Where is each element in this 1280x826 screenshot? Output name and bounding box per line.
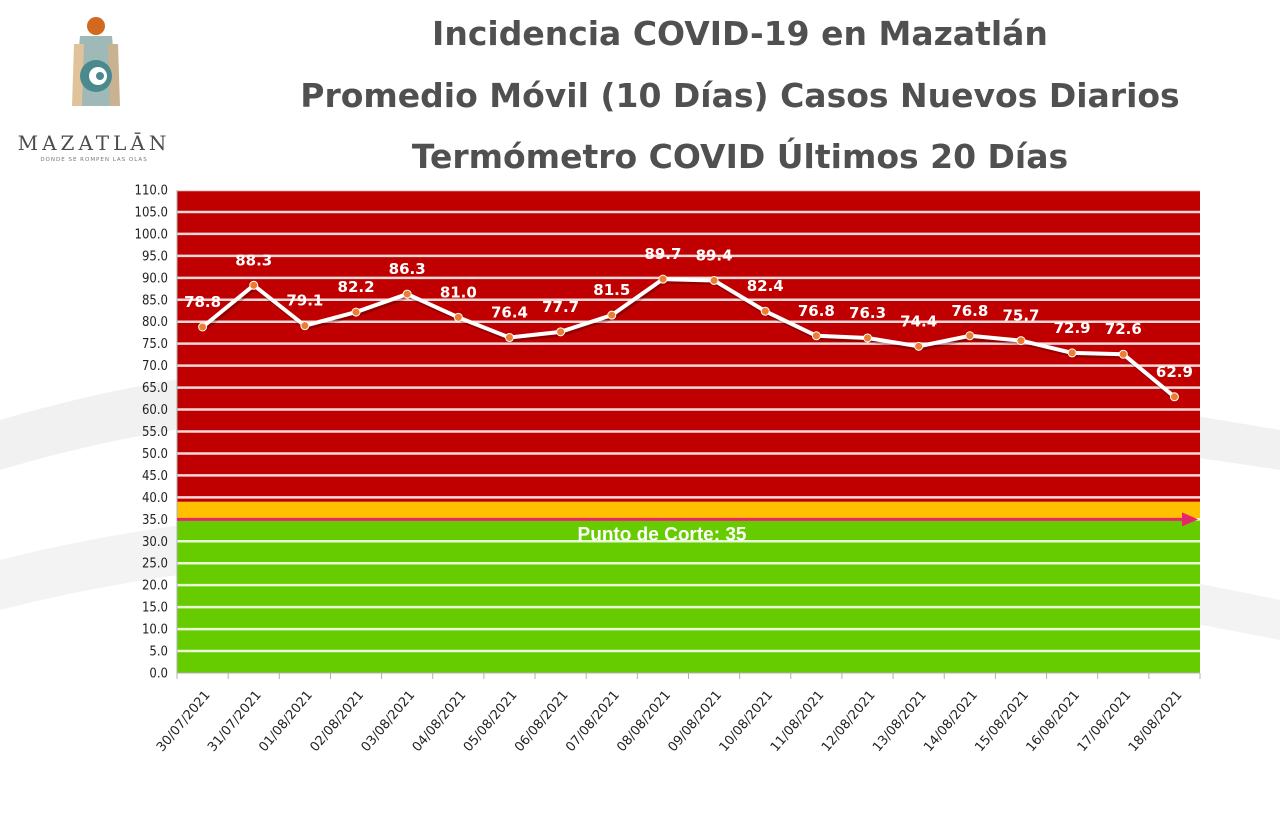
x-tick-label: 18/08/2021 [1126, 688, 1186, 755]
data-point [300, 321, 310, 331]
y-tick-label: 25.0 [142, 557, 168, 572]
zone-band-1 [177, 501, 1200, 520]
cutoff-arrow-icon [1182, 512, 1198, 527]
data-label: 72.6 [1105, 320, 1142, 338]
data-point [607, 310, 617, 320]
data-point [658, 274, 668, 284]
data-label: 76.4 [491, 304, 528, 322]
data-label: 81.0 [440, 283, 477, 301]
y-tick-label: 45.0 [142, 469, 168, 484]
data-point [1016, 336, 1026, 346]
data-point [1118, 349, 1128, 359]
y-tick-label: 0.0 [149, 667, 168, 682]
data-label: 86.3 [389, 260, 426, 278]
data-label: 82.4 [747, 277, 784, 295]
data-point [198, 322, 208, 332]
data-label: 72.9 [1054, 319, 1091, 337]
mazatlan-logo: MAZATLĀN DONDE SE ROMPEN LAS OLAS [14, 14, 174, 174]
chart-subtitle-2: Termómetro COVID Últimos 20 Días [411, 137, 1069, 176]
y-tick-label: 70.0 [142, 359, 168, 374]
data-label: 79.1 [286, 292, 323, 310]
data-point [914, 341, 924, 351]
y-tick-label: 95.0 [142, 249, 168, 264]
data-point [863, 333, 873, 343]
data-point [556, 327, 566, 337]
logo-tagline: DONDE SE ROMPEN LAS OLAS [40, 157, 148, 163]
y-tick-label: 50.0 [142, 447, 168, 462]
data-label: 88.3 [235, 251, 272, 269]
y-tick-label: 100.0 [135, 227, 168, 242]
logo-name: MAZATLĀN [17, 131, 171, 155]
data-point [504, 333, 514, 343]
data-label: 76.3 [849, 304, 886, 322]
cutoff-label: Punto de Corte: 35 [578, 524, 747, 545]
data-label: 74.4 [900, 312, 937, 330]
data-label: 77.7 [542, 298, 579, 316]
data-label: 81.5 [593, 281, 630, 299]
zone-band-2 [177, 190, 1200, 502]
data-label: 76.8 [951, 302, 988, 320]
data-point [402, 289, 412, 299]
y-tick-label: 55.0 [142, 425, 168, 440]
data-point [1169, 392, 1179, 402]
y-tick-label: 85.0 [142, 293, 168, 308]
y-tick-label: 35.0 [142, 513, 168, 528]
chart-subtitle: Promedio Móvil (10 Días) Casos Nuevos Di… [300, 76, 1180, 115]
y-tick-label: 30.0 [142, 535, 168, 550]
zone-band-0 [177, 519, 1200, 673]
mazatlan-emblem-icon [72, 17, 120, 106]
data-label: 76.8 [798, 302, 835, 320]
data-point [351, 307, 361, 317]
y-tick-label: 60.0 [142, 403, 168, 418]
data-point [811, 331, 821, 341]
y-tick-label: 20.0 [142, 579, 168, 594]
data-label: 89.4 [696, 246, 733, 264]
y-tick-label: 10.0 [142, 623, 168, 638]
y-tick-label: 105.0 [135, 205, 168, 220]
data-point [760, 306, 770, 316]
data-point [709, 275, 719, 285]
data-label: 82.2 [338, 278, 375, 296]
y-tick-label: 65.0 [142, 381, 168, 396]
y-tick-label: 15.0 [142, 601, 168, 616]
data-label: 75.7 [1002, 307, 1039, 325]
y-tick-label: 90.0 [142, 271, 168, 286]
chart-title: Incidencia COVID-19 en Mazatlán [432, 14, 1048, 53]
data-point [453, 312, 463, 322]
data-point [249, 280, 259, 290]
data-label: 89.7 [644, 245, 681, 263]
y-tick-label: 110.0 [135, 184, 168, 199]
data-point [965, 331, 975, 341]
y-tick-label: 80.0 [142, 315, 168, 330]
y-tick-label: 40.0 [142, 491, 168, 506]
data-label: 62.9 [1156, 363, 1193, 381]
y-tick-label: 75.0 [142, 337, 168, 352]
data-point [1067, 348, 1077, 358]
y-tick-label: 5.0 [149, 645, 168, 660]
series-line [201, 277, 1176, 399]
data-label: 78.8 [184, 293, 221, 311]
